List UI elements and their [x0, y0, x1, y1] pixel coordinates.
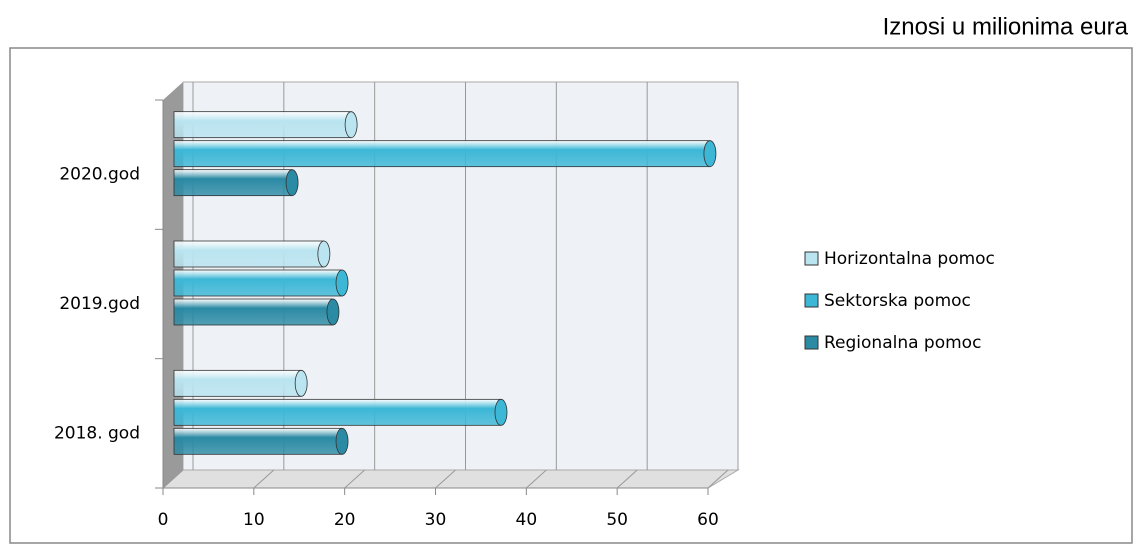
x-tick-label: 40 [516, 510, 538, 530]
bar-cap [344, 111, 358, 139]
x-tick-label: 50 [606, 510, 628, 530]
y-tick-label: 2018. god [54, 423, 140, 443]
legend-label: Sektorska pomoc [824, 291, 971, 311]
floor-line [525, 469, 547, 489]
bar [173, 269, 343, 297]
legend-label: Horizontalna pomoc [824, 249, 995, 269]
floor-line [344, 469, 366, 489]
bar-cap [335, 427, 349, 455]
bar-cap [294, 369, 308, 397]
bar-cap [317, 240, 331, 268]
x-tick-label: 10 [243, 510, 265, 530]
x-tick-label: 30 [425, 510, 447, 530]
bar-cap [335, 269, 349, 297]
legend-label: Regionalna pomoc [824, 333, 981, 353]
bar [173, 240, 325, 268]
y-tick-label: 2019.god [59, 294, 140, 314]
floor-line [253, 469, 275, 489]
floor-line [707, 469, 729, 489]
bar [173, 369, 302, 397]
legend-swatch [804, 251, 819, 266]
floor-line [616, 469, 638, 489]
bar-cap [285, 169, 299, 197]
bar [173, 140, 711, 168]
annotation: Iznosi u milionima eura [883, 13, 1129, 40]
bar [173, 298, 334, 326]
legend-swatch [804, 293, 819, 308]
x-tick-label: 60 [697, 510, 719, 530]
bar-cap [703, 140, 717, 168]
bar-cap [326, 298, 340, 326]
x-tick-label: 20 [334, 510, 356, 530]
legend-swatch [804, 335, 819, 350]
bar [173, 427, 343, 455]
bar-cap [494, 398, 508, 426]
floor [161, 469, 740, 489]
y-tick-label: 2020.god [59, 165, 140, 185]
bar [173, 169, 293, 197]
x-tick-label: 0 [158, 510, 169, 530]
bar [173, 111, 352, 139]
floor-line [162, 469, 184, 489]
bar [173, 398, 502, 426]
floor-line [435, 469, 456, 489]
